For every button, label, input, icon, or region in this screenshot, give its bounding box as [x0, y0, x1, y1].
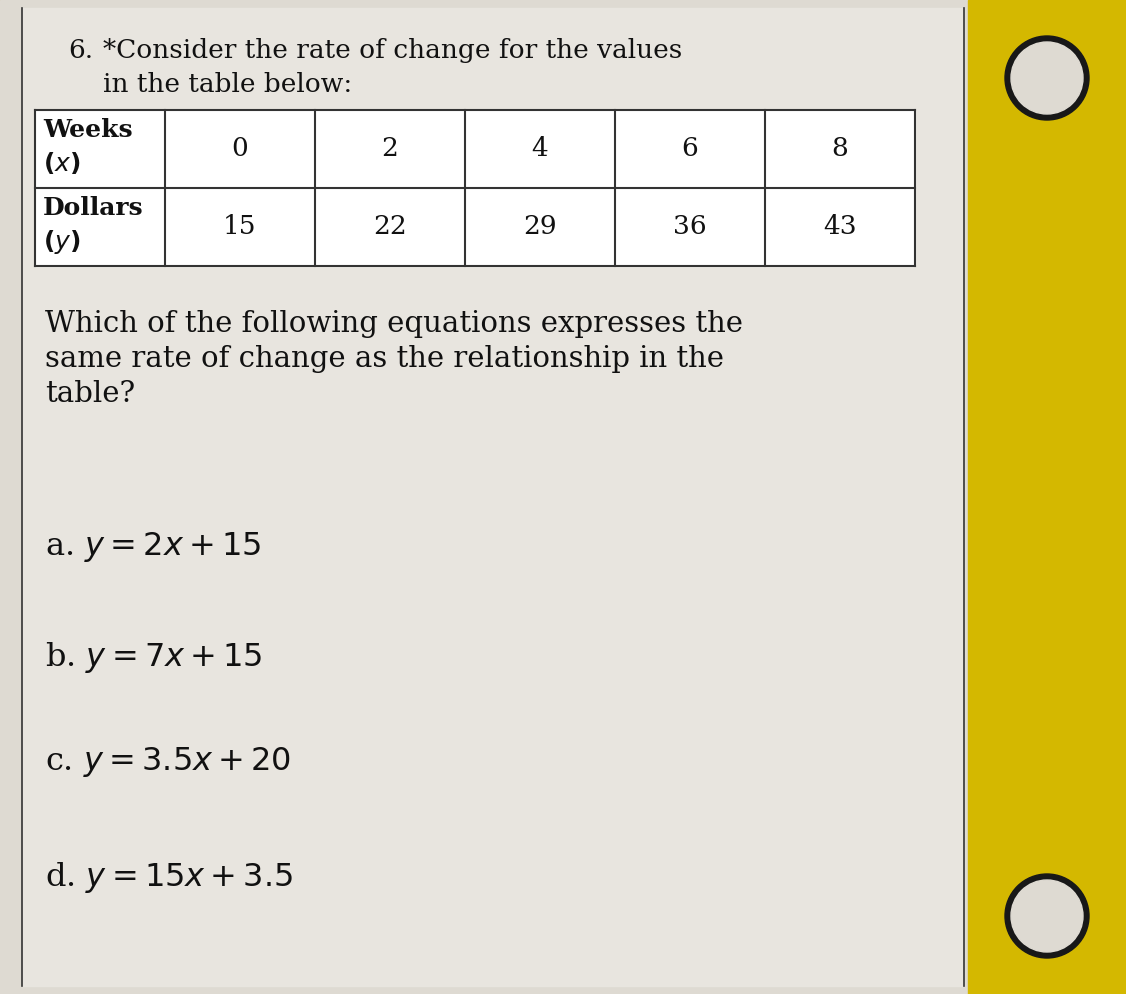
- Text: Which of the following equations expresses the: Which of the following equations express…: [45, 310, 743, 338]
- Text: 29: 29: [524, 215, 557, 240]
- Circle shape: [1011, 42, 1083, 114]
- Text: in the table below:: in the table below:: [102, 72, 352, 97]
- Text: 4: 4: [531, 136, 548, 161]
- Text: 36: 36: [673, 215, 707, 240]
- Text: $\mathbf{(}$$x$$\mathbf{)}$: $\mathbf{(}$$x$$\mathbf{)}$: [43, 150, 80, 176]
- Text: 43: 43: [823, 215, 857, 240]
- Text: same rate of change as the relationship in the: same rate of change as the relationship …: [45, 345, 724, 373]
- Circle shape: [1006, 36, 1089, 120]
- Text: 6.: 6.: [68, 38, 93, 63]
- Text: 22: 22: [373, 215, 406, 240]
- Text: $\mathbf{(}$$y$$\mathbf{)}$: $\mathbf{(}$$y$$\mathbf{)}$: [43, 228, 80, 256]
- Text: 15: 15: [223, 215, 257, 240]
- Text: 2: 2: [382, 136, 399, 161]
- Bar: [23, 8, 964, 986]
- Text: d. $y = 15x + 3.5$: d. $y = 15x + 3.5$: [45, 860, 293, 895]
- Circle shape: [1006, 874, 1089, 958]
- Bar: [968, 0, 1126, 994]
- Text: 8: 8: [832, 136, 848, 161]
- Text: c. $y = 3.5x + 20$: c. $y = 3.5x + 20$: [45, 745, 292, 779]
- Bar: [35, 110, 915, 266]
- Text: 6: 6: [681, 136, 698, 161]
- Circle shape: [1011, 880, 1083, 952]
- Text: table?: table?: [45, 380, 135, 408]
- Text: a. $y = 2x + 15$: a. $y = 2x + 15$: [45, 530, 261, 564]
- Text: 0: 0: [232, 136, 249, 161]
- Text: Weeks: Weeks: [43, 118, 133, 142]
- Text: Dollars: Dollars: [43, 196, 144, 220]
- Text: *Consider the rate of change for the values: *Consider the rate of change for the val…: [102, 38, 682, 63]
- Text: b. $y = 7x + 15$: b. $y = 7x + 15$: [45, 640, 262, 675]
